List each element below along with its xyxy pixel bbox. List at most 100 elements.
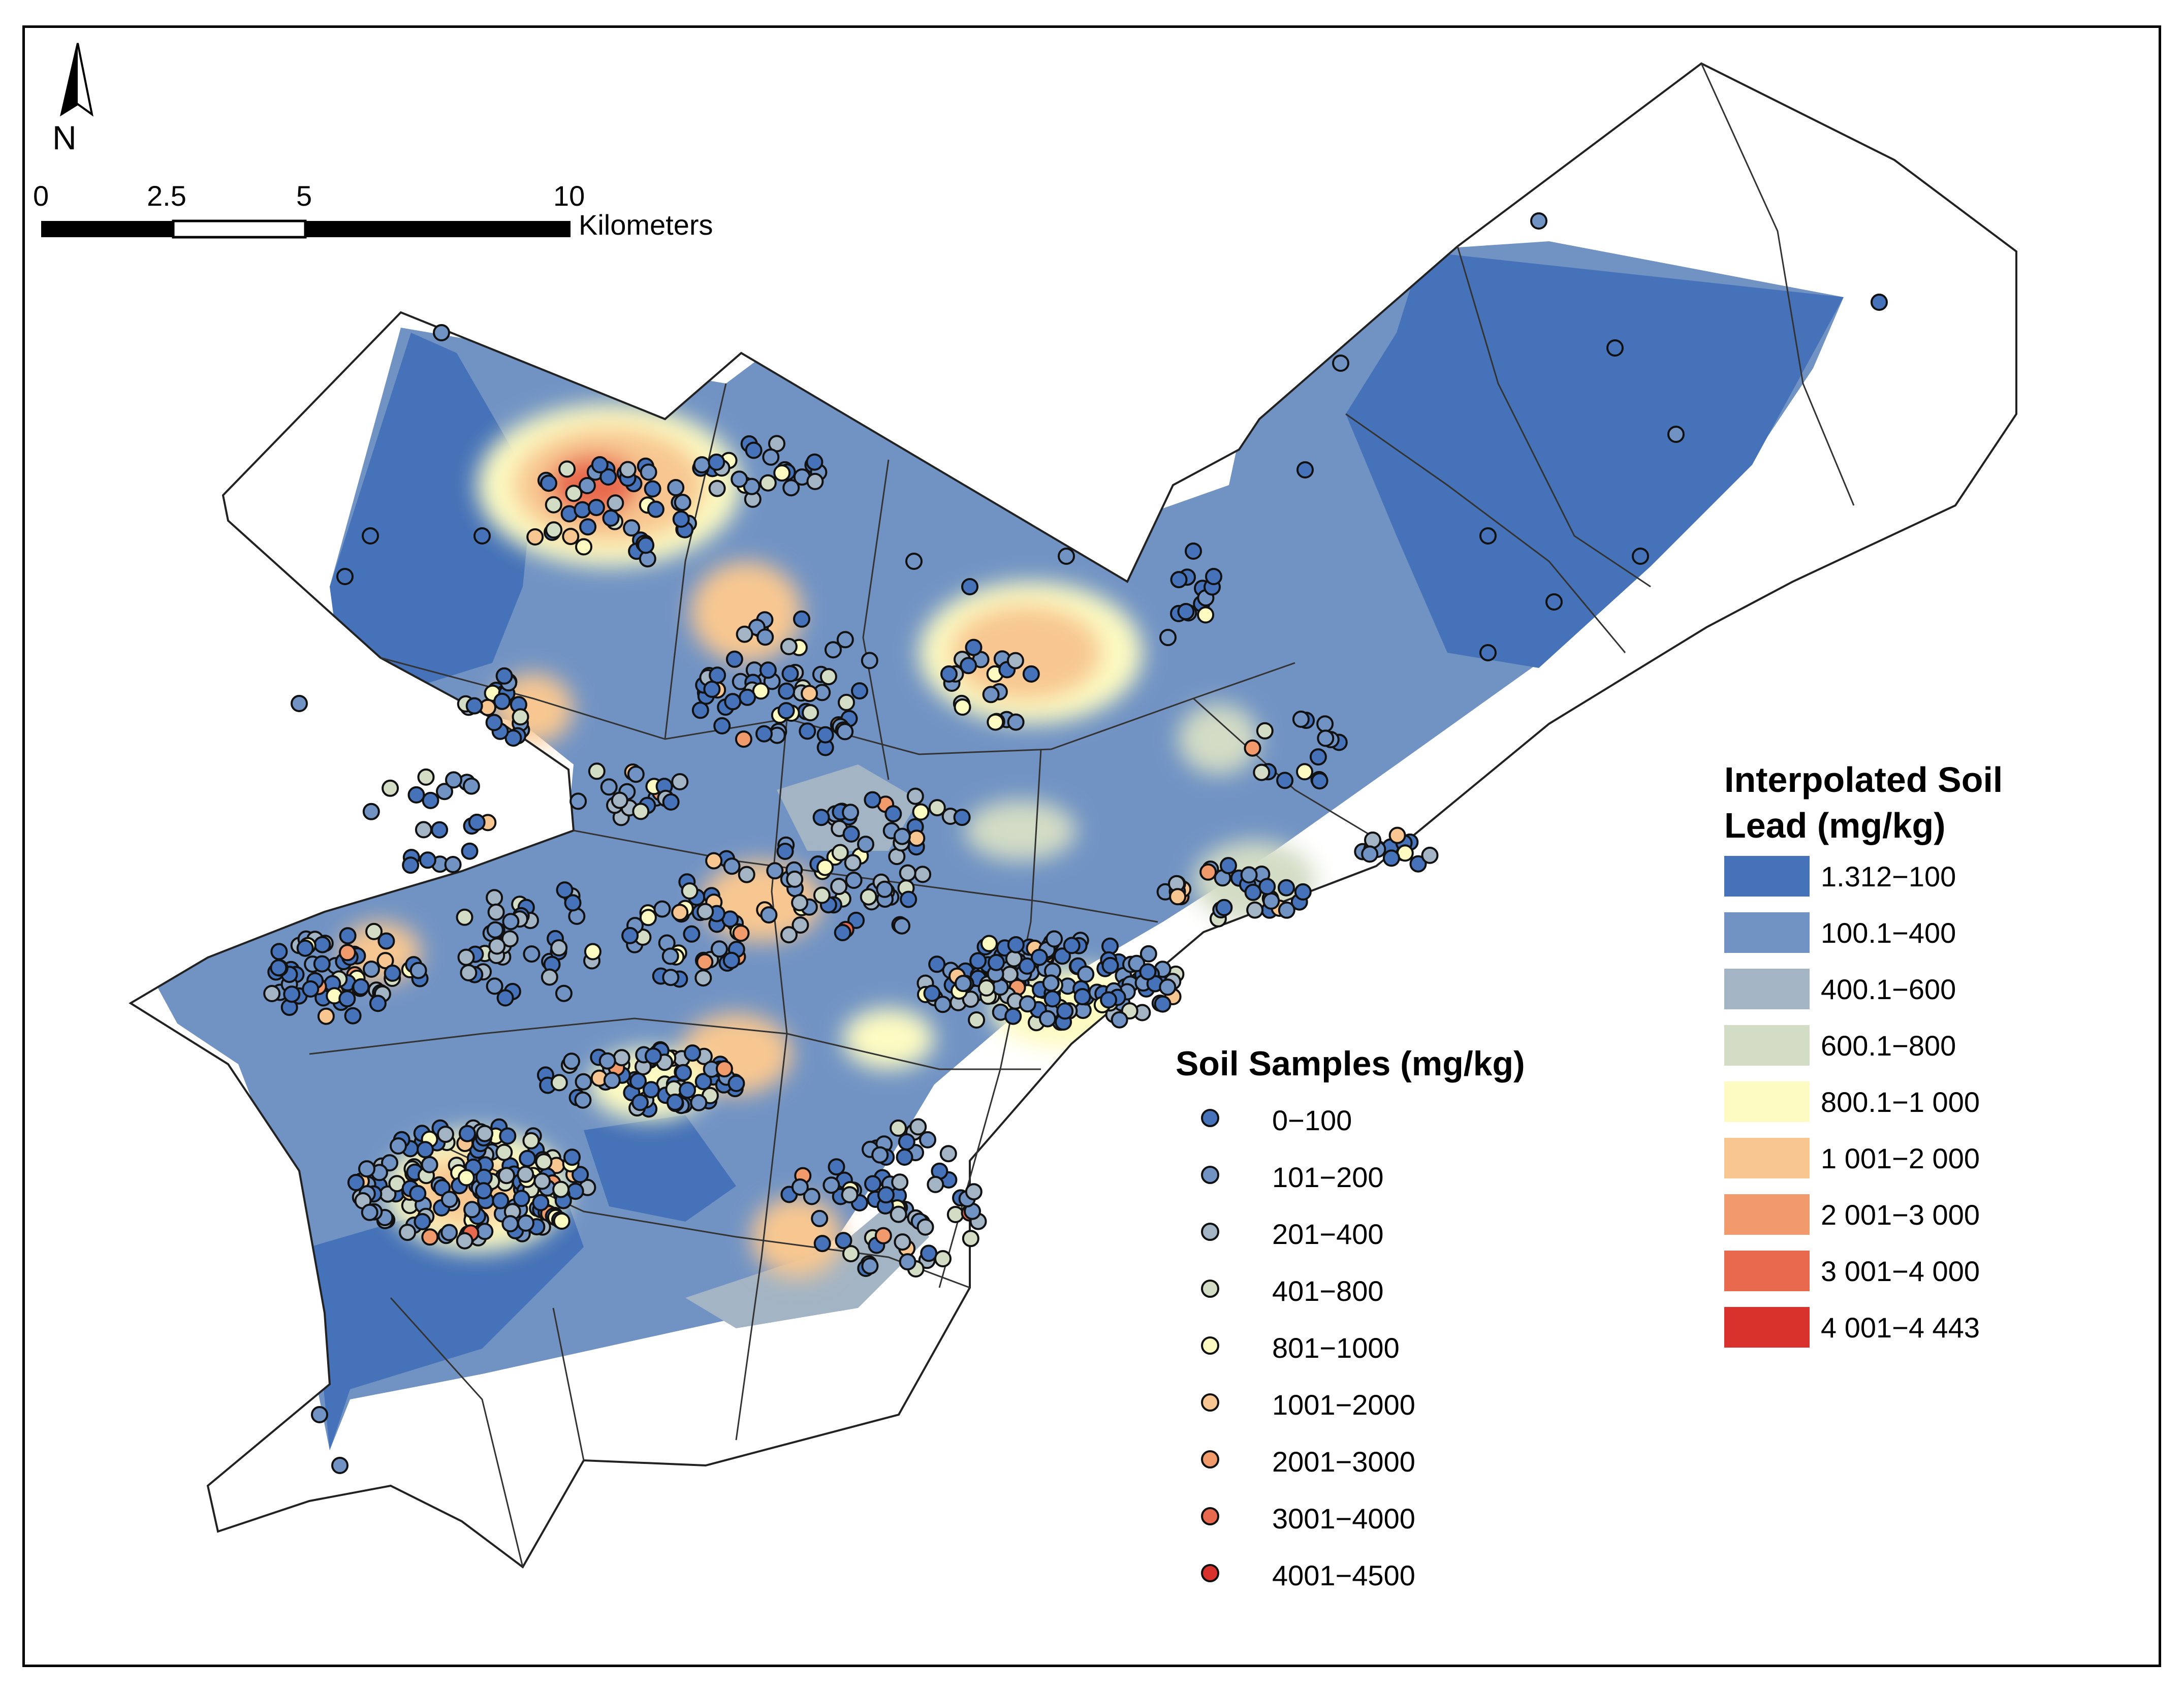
sample-point bbox=[735, 730, 752, 748]
hotspot-13 bbox=[1178, 704, 1259, 775]
surface-legend-label-9: 4 001−4 443 bbox=[1821, 1312, 1980, 1344]
sample-point bbox=[802, 704, 819, 722]
sample-point bbox=[588, 762, 606, 780]
sample-point bbox=[512, 708, 529, 726]
sample-point bbox=[1667, 426, 1685, 443]
sample-point bbox=[569, 792, 587, 810]
sample-point bbox=[263, 985, 281, 1002]
sample-point bbox=[782, 479, 800, 497]
scale-tick-2-5: 2.5 bbox=[147, 180, 186, 212]
sample-point bbox=[270, 943, 288, 961]
sample-point bbox=[291, 695, 308, 712]
sample-point bbox=[517, 1165, 534, 1183]
sample-point bbox=[811, 1209, 829, 1227]
sample-point bbox=[831, 844, 849, 861]
sample-point bbox=[905, 553, 923, 570]
sample-point bbox=[1479, 644, 1497, 661]
sample-point bbox=[1018, 957, 1036, 975]
sample-point bbox=[358, 1160, 375, 1178]
sample-point bbox=[1276, 772, 1294, 789]
city-boundary bbox=[129, 62, 2017, 1569]
sample-point bbox=[456, 908, 473, 926]
sample-point bbox=[611, 791, 628, 809]
sample-point bbox=[603, 1071, 621, 1089]
sample-point bbox=[495, 667, 513, 685]
surface-legend-swatch-3 bbox=[1724, 969, 1810, 1009]
sample-point bbox=[1159, 978, 1177, 996]
sample-point bbox=[362, 803, 380, 820]
sample-point bbox=[1007, 936, 1025, 953]
sample-point bbox=[440, 1191, 458, 1208]
north-label: N bbox=[52, 119, 77, 156]
sample-point bbox=[476, 1223, 494, 1240]
sample-point bbox=[457, 1169, 475, 1187]
sample-point bbox=[564, 894, 582, 912]
sample-point bbox=[465, 697, 483, 715]
sample-point bbox=[402, 856, 420, 874]
sample-point bbox=[1019, 995, 1036, 1013]
sample-point bbox=[487, 903, 505, 921]
surface-low-northeast bbox=[1346, 251, 1844, 668]
sample-point bbox=[1205, 568, 1222, 585]
sample-point bbox=[552, 1180, 570, 1198]
sample-point bbox=[270, 959, 288, 977]
sample-point bbox=[1022, 665, 1040, 683]
sample-point bbox=[732, 924, 750, 942]
sample-point bbox=[816, 858, 834, 876]
sample-point bbox=[619, 461, 637, 478]
surface-legend-label-7: 2 001−3 000 bbox=[1821, 1199, 1980, 1231]
sample-point bbox=[344, 1007, 362, 1025]
surface-legend-label-2: 100.1−400 bbox=[1821, 917, 1956, 949]
sample-point bbox=[338, 990, 356, 1008]
hotspot-7 bbox=[751, 1196, 843, 1277]
surface-legend-swatch-8 bbox=[1724, 1251, 1810, 1291]
sample-point bbox=[1361, 845, 1379, 863]
sample-point bbox=[912, 803, 930, 821]
sample-point bbox=[462, 777, 480, 795]
sample-point bbox=[977, 979, 995, 997]
sample-point bbox=[961, 578, 978, 595]
sample-point bbox=[806, 472, 824, 490]
sample-point bbox=[407, 786, 425, 804]
sample-point bbox=[899, 1253, 916, 1271]
sample-point bbox=[556, 881, 574, 899]
sample-point bbox=[777, 702, 795, 720]
sample-point bbox=[860, 888, 877, 906]
sample-point bbox=[773, 464, 791, 482]
soil-samples-legend-dot-2 bbox=[1201, 1166, 1219, 1184]
hotspot-15 bbox=[843, 1008, 934, 1069]
sample-point bbox=[691, 701, 709, 719]
hotspot-11 bbox=[965, 800, 1077, 861]
sample-point bbox=[755, 725, 773, 743]
surface-low-south bbox=[584, 1115, 736, 1222]
sample-point bbox=[1006, 652, 1024, 669]
sample-point bbox=[499, 1127, 517, 1145]
sample-point bbox=[909, 1118, 927, 1136]
sample-point bbox=[436, 783, 453, 801]
sample-point bbox=[708, 453, 725, 471]
sample-point bbox=[558, 460, 576, 478]
sample-point bbox=[819, 668, 837, 686]
sample-point bbox=[623, 519, 641, 537]
sample-point bbox=[1294, 883, 1312, 901]
sample-point bbox=[896, 1148, 913, 1166]
sample-point bbox=[792, 916, 809, 934]
sample-point bbox=[713, 717, 731, 734]
sample-point bbox=[1244, 883, 1262, 901]
sample-point bbox=[1039, 1010, 1056, 1028]
sample-point bbox=[914, 866, 932, 883]
sample-point bbox=[409, 1185, 427, 1202]
sample-point bbox=[830, 878, 848, 896]
surface-legend-label-4: 600.1−800 bbox=[1821, 1030, 1956, 1062]
sample-point bbox=[1007, 713, 1025, 731]
sample-point bbox=[838, 693, 855, 711]
sample-point bbox=[1077, 965, 1095, 983]
scale-unit: Kilometers bbox=[579, 209, 713, 241]
soil-samples-legend-label-3: 201−400 bbox=[1272, 1218, 1384, 1250]
sample-point bbox=[791, 894, 809, 912]
sample-point bbox=[461, 842, 479, 860]
sample-point bbox=[457, 948, 475, 966]
sample-point bbox=[336, 568, 354, 585]
sample-point bbox=[731, 470, 748, 488]
sample-point bbox=[1111, 1011, 1128, 1029]
